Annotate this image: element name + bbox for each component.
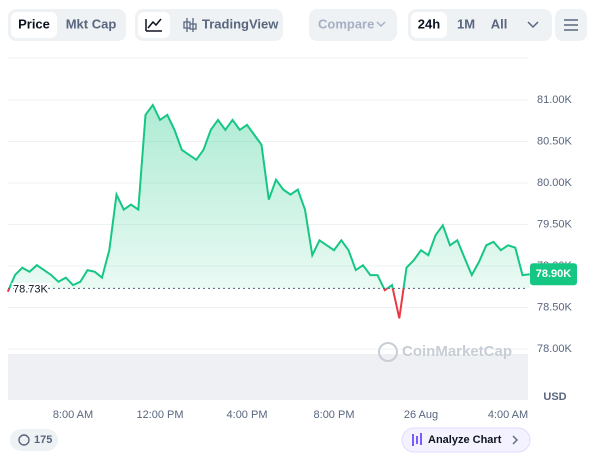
analyze-button[interactable] [401, 427, 531, 453]
chevron [376, 21, 386, 28]
analyze-chevron [512, 435, 518, 445]
settings-icon [564, 19, 578, 31]
x-tick-label: 8:00 PM [314, 409, 355, 421]
tab[interactable]: Mkt Cap [66, 16, 117, 31]
badge-count[interactable]: 175 [34, 434, 52, 446]
compare-button[interactable] [309, 9, 397, 41]
plot: 78.00K78.50K79.00K79.50K80.00K80.50K81.0… [6, 94, 577, 421]
reference-label: 78.73K [13, 283, 49, 295]
y-tick-label: 81.00K [537, 94, 573, 106]
x-tick-label: 4:00 PM [227, 409, 268, 421]
x-tick-label: 8:00 AM [53, 409, 93, 421]
x-tick-label: 12:00 PM [136, 409, 183, 421]
range-chevron[interactable] [527, 21, 539, 29]
current-price-box [530, 263, 577, 286]
line-view-button[interactable] [138, 12, 170, 38]
badge[interactable] [10, 429, 58, 451]
watermark: CoinMarketCap [402, 343, 512, 360]
analyze-icon [412, 433, 422, 446]
view-group [135, 9, 283, 41]
analyze-label[interactable]: Analyze Chart [428, 434, 502, 446]
range-active[interactable] [411, 12, 447, 38]
x-tick-label: 4:00 AM [488, 409, 528, 421]
candle-icon [183, 18, 197, 32]
range-button[interactable]: All [491, 16, 508, 31]
tab-active[interactable] [11, 12, 57, 38]
y-tick-label: 79.50K [537, 218, 573, 230]
tab[interactable]: Price [18, 16, 50, 31]
volume-band [8, 354, 528, 400]
area [7, 105, 530, 289]
y-tick-label: 80.50K [537, 135, 573, 147]
y-tick-label: 78.00K [537, 343, 573, 355]
badge-icon [18, 434, 30, 446]
currency: USD [543, 391, 566, 403]
line-icon [145, 18, 162, 32]
range-button[interactable]: 1M [457, 16, 475, 31]
range-button[interactable]: 24h [418, 16, 440, 31]
watermark-logo [378, 342, 398, 362]
price-line [8, 103, 530, 289]
compare-label[interactable]: Compare [318, 16, 374, 31]
current-price-label: 78.90K [536, 268, 572, 280]
tradingview-button[interactable]: TradingView [202, 16, 279, 31]
y-tick-label: 80.00K [537, 177, 573, 189]
x-tick-label: 26 Aug [404, 409, 438, 421]
y-tick-label: 78.50K [537, 301, 573, 313]
